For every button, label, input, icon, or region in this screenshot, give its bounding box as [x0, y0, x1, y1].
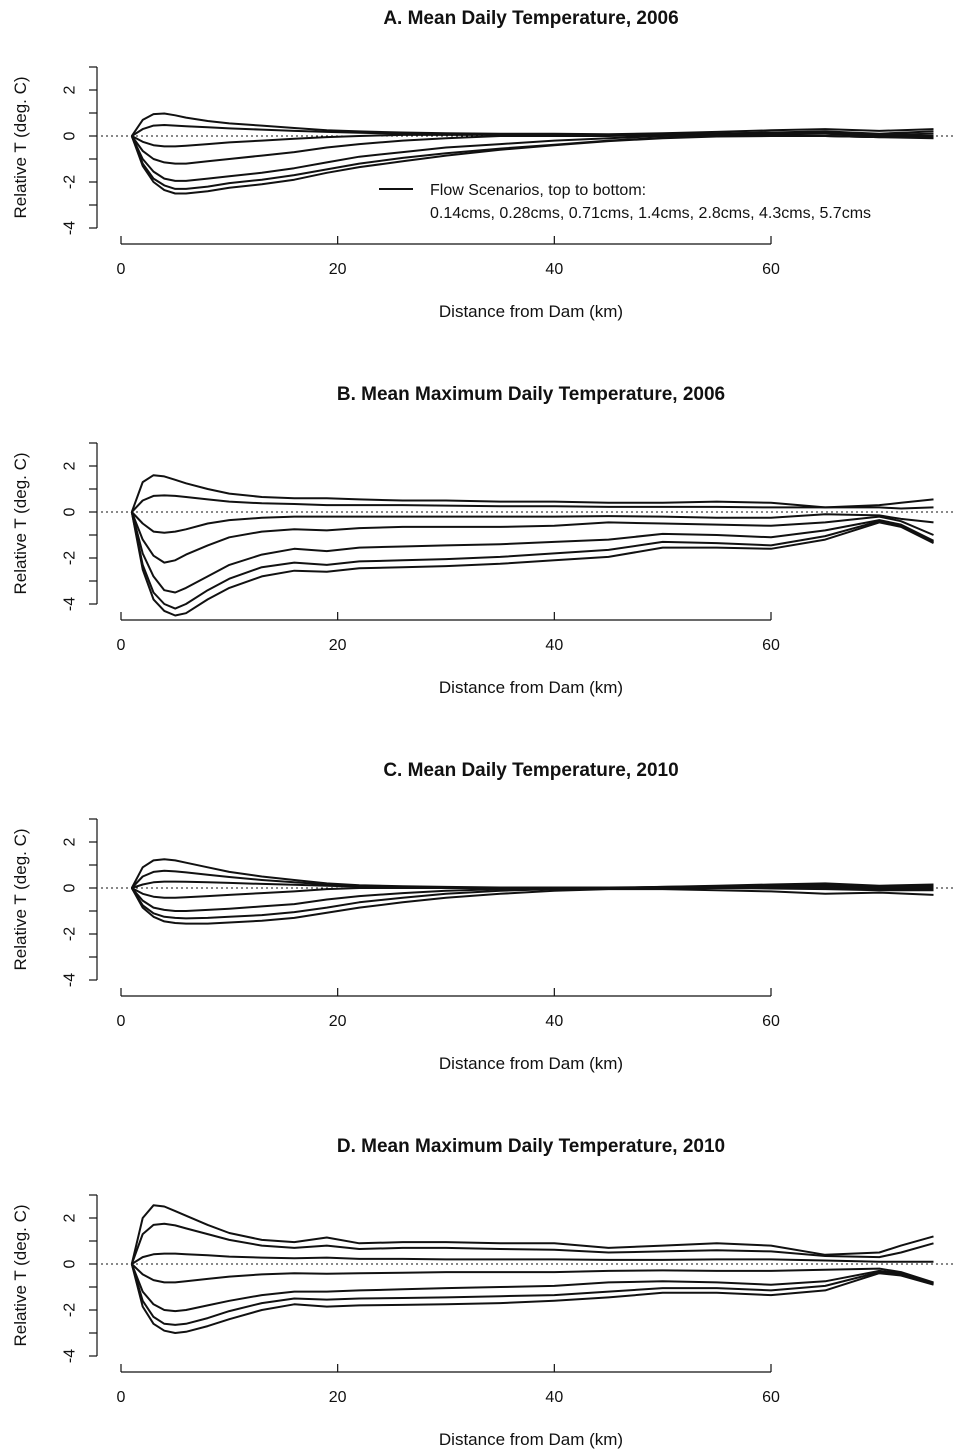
x-tick-label: 0 [117, 637, 126, 654]
x-tick-label: 60 [762, 261, 780, 278]
series-line-7 [130, 887, 934, 925]
y-tick-label: 0 [62, 131, 79, 140]
series-line-7 [130, 511, 934, 617]
x-axis-label: Distance from Dam (km) [439, 678, 623, 697]
x-tick-label: 40 [545, 637, 563, 654]
x-tick-label: 40 [545, 261, 563, 278]
y-tick-label: -2 [62, 175, 79, 189]
series-line-5 [130, 511, 934, 594]
series-line-5 [130, 1263, 934, 1313]
y-axis-label: Relative T (deg. C) [11, 1204, 30, 1346]
y-tick-label: 0 [62, 1259, 79, 1268]
series-line-1 [130, 474, 934, 513]
x-tick-label: 60 [762, 637, 780, 654]
chart-title: A. Mean Daily Temperature, 2006 [383, 8, 678, 29]
x-axis-label: Distance from Dam (km) [439, 1430, 623, 1449]
y-tick-label: -2 [62, 1303, 79, 1317]
y-tick-label: 2 [62, 837, 79, 846]
x-tick-label: 60 [762, 1389, 780, 1406]
x-tick-label: 40 [545, 1013, 563, 1030]
chart-title: C. Mean Daily Temperature, 2010 [383, 760, 678, 781]
series-line-6 [130, 887, 934, 920]
x-axis-label: Distance from Dam (km) [439, 1054, 623, 1073]
series-line-4 [130, 132, 934, 165]
y-axis-label: Relative T (deg. C) [11, 76, 30, 218]
y-axis-label: Relative T (deg. C) [11, 828, 30, 970]
series-line-5 [130, 133, 934, 182]
series-line-1 [130, 112, 934, 137]
legend-title: Flow Scenarios, top to bottom: [430, 182, 646, 199]
y-tick-label: 0 [62, 883, 79, 892]
chart-title: B. Mean Maximum Daily Temperature, 2006 [337, 384, 725, 405]
x-axis-label: Distance from Dam (km) [439, 302, 623, 321]
series-line-3 [131, 511, 934, 534]
series-line-2 [131, 494, 934, 513]
x-tick-label: 0 [117, 1389, 126, 1406]
x-tick-label: 20 [329, 1389, 347, 1406]
chart-title: D. Mean Maximum Daily Temperature, 2010 [337, 1136, 725, 1157]
y-tick-label: 2 [62, 85, 79, 94]
series-line-6 [130, 135, 934, 190]
series-line-6 [130, 511, 934, 610]
y-axis-label: Relative T (deg. C) [11, 452, 30, 594]
legend: Flow Scenarios, top to bottom: 0.14cms, 0… [379, 182, 871, 222]
x-tick-label: 0 [117, 1013, 126, 1030]
series-line-4 [130, 511, 934, 564]
chart-panel: D. Mean Maximum Daily Temperature, 2010 -… [11, 1136, 955, 1449]
y-tick-label: -4 [62, 973, 79, 987]
x-tick-label: 20 [329, 637, 347, 654]
series-line-3 [131, 1252, 934, 1265]
y-tick-label: -4 [62, 221, 79, 235]
y-tick-label: 2 [62, 461, 79, 470]
y-tick-label: -4 [62, 1349, 79, 1363]
y-tick-label: 2 [62, 1213, 79, 1222]
y-tick-label: -4 [62, 597, 79, 611]
chart-panel: B. Mean Maximum Daily Temperature, 2006 -… [11, 384, 955, 697]
series-line-1 [130, 1204, 934, 1265]
x-tick-label: 0 [117, 261, 126, 278]
series-line-7 [130, 1263, 934, 1334]
series-line-4 [131, 1263, 934, 1284]
x-tick-label: 60 [762, 1013, 780, 1030]
y-tick-label: -2 [62, 551, 79, 565]
series-line-7 [130, 135, 934, 195]
chart-panel: A. Mean Daily Temperature, 2006 -4 -2 0 2 Rel… [11, 8, 955, 321]
x-tick-label: 40 [545, 1389, 563, 1406]
series-line-6 [130, 1263, 934, 1326]
y-tick-label: -2 [62, 927, 79, 941]
series-line-2 [130, 1222, 934, 1265]
legend-entries: 0.14cms, 0.28cms, 0.71cms, 1.4cms, 2.8cm… [430, 205, 871, 222]
y-tick-label: 0 [62, 507, 79, 516]
x-tick-label: 20 [329, 1013, 347, 1030]
chart-panel: C. Mean Daily Temperature, 2010 -4 -2 0 2 Rel… [11, 760, 955, 1073]
x-tick-label: 20 [329, 261, 347, 278]
